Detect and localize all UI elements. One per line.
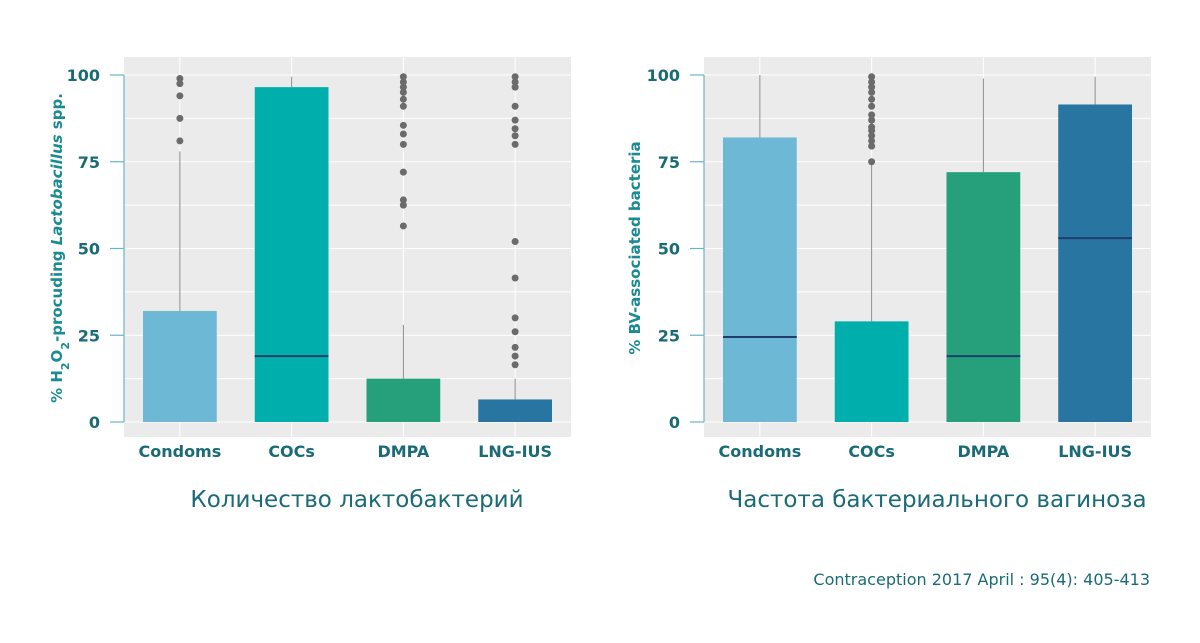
y-tick-label: 0 bbox=[89, 413, 100, 432]
outlier-point bbox=[868, 132, 876, 140]
outlier-point bbox=[399, 121, 407, 129]
y-tick-label: 75 bbox=[658, 153, 680, 172]
outlier-point bbox=[868, 137, 876, 145]
outlier-point bbox=[868, 111, 876, 119]
box-body bbox=[834, 321, 909, 422]
box-lng-ius bbox=[478, 73, 553, 422]
y-tick-label: 75 bbox=[78, 153, 100, 172]
x-tick-label: COCs bbox=[268, 442, 315, 461]
outlier-point bbox=[399, 201, 407, 209]
outlier-point bbox=[511, 73, 519, 81]
chart-panel-bv-bacteria: 0 25 50 75 100 Condoms COCs DMPA LNG-IUS % BV-a… bbox=[626, 57, 1151, 513]
y-tick-label: 100 bbox=[67, 66, 100, 85]
y-tick-label: 50 bbox=[78, 240, 100, 259]
y-tick-label: 100 bbox=[647, 66, 680, 85]
box-body bbox=[366, 378, 441, 422]
y-tick-label: 50 bbox=[658, 240, 680, 259]
outlier-point bbox=[511, 116, 519, 124]
y-axis-label: % H2O2-procuding Lactobacillus spp. bbox=[48, 93, 72, 403]
chart-caption: Частота бактериального вагиноза bbox=[727, 487, 1146, 513]
outlier-point bbox=[511, 343, 519, 351]
outlier-point bbox=[511, 78, 519, 86]
source-citation: Contraception 2017 April : 95(4): 405-41… bbox=[813, 570, 1150, 589]
x-tick-label: COCs bbox=[848, 442, 895, 461]
y-tick-label: 25 bbox=[658, 326, 680, 345]
box-body bbox=[946, 172, 1021, 422]
outlier-point bbox=[176, 114, 184, 122]
outlier-point bbox=[868, 88, 876, 96]
x-tick-label: DMPA bbox=[957, 442, 1009, 461]
outlier-point bbox=[511, 132, 519, 140]
outlier-point bbox=[399, 222, 407, 230]
outlier-point bbox=[399, 140, 407, 148]
box-body bbox=[722, 137, 797, 422]
outlier-point bbox=[176, 80, 184, 88]
outlier-point bbox=[511, 238, 519, 246]
box-dmpa bbox=[366, 73, 441, 422]
outlier-point bbox=[399, 73, 407, 81]
chart-caption: Количество лактобактерий bbox=[190, 487, 523, 513]
outlier-point bbox=[511, 140, 519, 148]
box-cocs bbox=[834, 73, 909, 422]
outlier-point bbox=[868, 142, 876, 150]
box-cocs bbox=[254, 76, 329, 423]
outlier-point bbox=[399, 83, 407, 91]
box-body bbox=[254, 87, 329, 423]
y-tick-label: 25 bbox=[78, 326, 100, 345]
box-body bbox=[478, 399, 553, 422]
box-dmpa bbox=[946, 78, 1021, 422]
outlier-point bbox=[868, 116, 876, 124]
outlier-point bbox=[868, 78, 876, 86]
outlier-point bbox=[399, 95, 407, 103]
outlier-point bbox=[399, 78, 407, 86]
x-tick-label: Condoms bbox=[718, 442, 801, 461]
outlier-point bbox=[511, 83, 519, 91]
outlier-point bbox=[511, 314, 519, 322]
outlier-point bbox=[511, 274, 519, 282]
outlier-point bbox=[399, 88, 407, 96]
x-tick-label: Condoms bbox=[138, 442, 221, 461]
outlier-point bbox=[868, 95, 876, 103]
box-body bbox=[1058, 104, 1133, 423]
outlier-point bbox=[511, 352, 519, 360]
outlier-point bbox=[176, 137, 184, 145]
outlier-point bbox=[868, 73, 876, 81]
x-tick-label: LNG-IUS bbox=[478, 442, 552, 461]
outlier-point bbox=[868, 102, 876, 110]
box-condoms bbox=[142, 74, 217, 422]
outlier-point bbox=[511, 102, 519, 110]
outlier-point bbox=[176, 74, 184, 82]
outlier-point bbox=[176, 92, 184, 100]
outlier-point bbox=[399, 168, 407, 176]
outlier-point bbox=[511, 361, 519, 369]
box-condoms bbox=[722, 75, 797, 422]
y-tick-label: 0 bbox=[669, 413, 680, 432]
outlier-point bbox=[399, 102, 407, 110]
y-axis-label: % BV-associated bacteria bbox=[626, 141, 644, 354]
outlier-point bbox=[511, 125, 519, 133]
chart-panel-lactobacilli: 0 25 50 75 100 Condoms COCs DMPA LNG-IUS % H2O2… bbox=[48, 57, 571, 513]
box-body bbox=[142, 310, 217, 422]
x-tick-label: LNG-IUS bbox=[1058, 442, 1132, 461]
outlier-point bbox=[399, 130, 407, 138]
outlier-point bbox=[399, 196, 407, 204]
x-tick-label: DMPA bbox=[377, 442, 429, 461]
outlier-point bbox=[868, 158, 876, 166]
outlier-point bbox=[511, 328, 519, 336]
box-lng-ius bbox=[1058, 76, 1133, 423]
outlier-point bbox=[868, 127, 876, 135]
outlier-point bbox=[868, 83, 876, 91]
